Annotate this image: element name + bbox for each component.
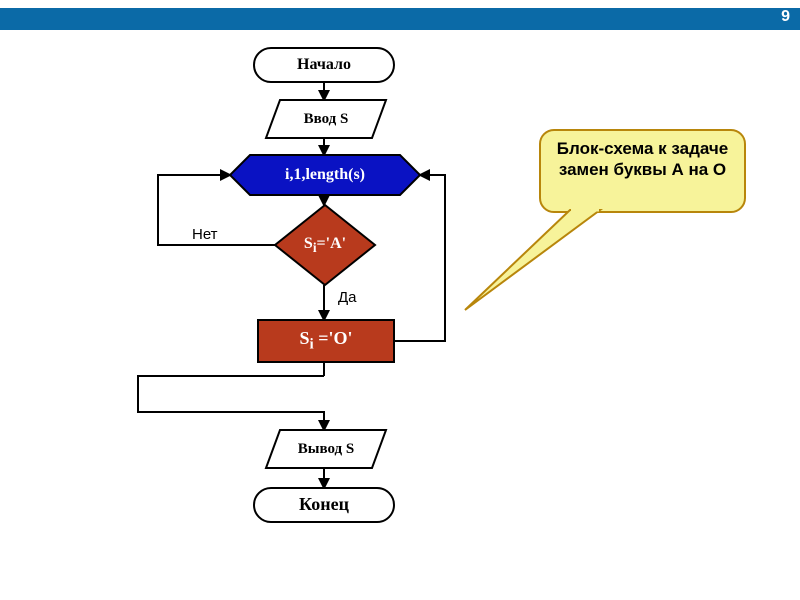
flowchart-canvas	[0, 0, 800, 600]
edge-label-yes: Да	[338, 289, 357, 306]
edge-label-no: Нет	[192, 226, 218, 243]
node-label-start: Начало	[254, 48, 394, 82]
node-label-decision: Si='A'	[275, 205, 375, 285]
node-label-process: Si ='O'	[258, 320, 394, 362]
node-label-end: Конец	[254, 488, 394, 522]
callout-label: Блок-схема к задаче замен буквы А на О	[540, 138, 745, 181]
node-label-output: Вывод S	[266, 430, 386, 468]
node-label-loop: i,1,length(s)	[230, 155, 420, 195]
node-label-input: Ввод S	[266, 100, 386, 138]
